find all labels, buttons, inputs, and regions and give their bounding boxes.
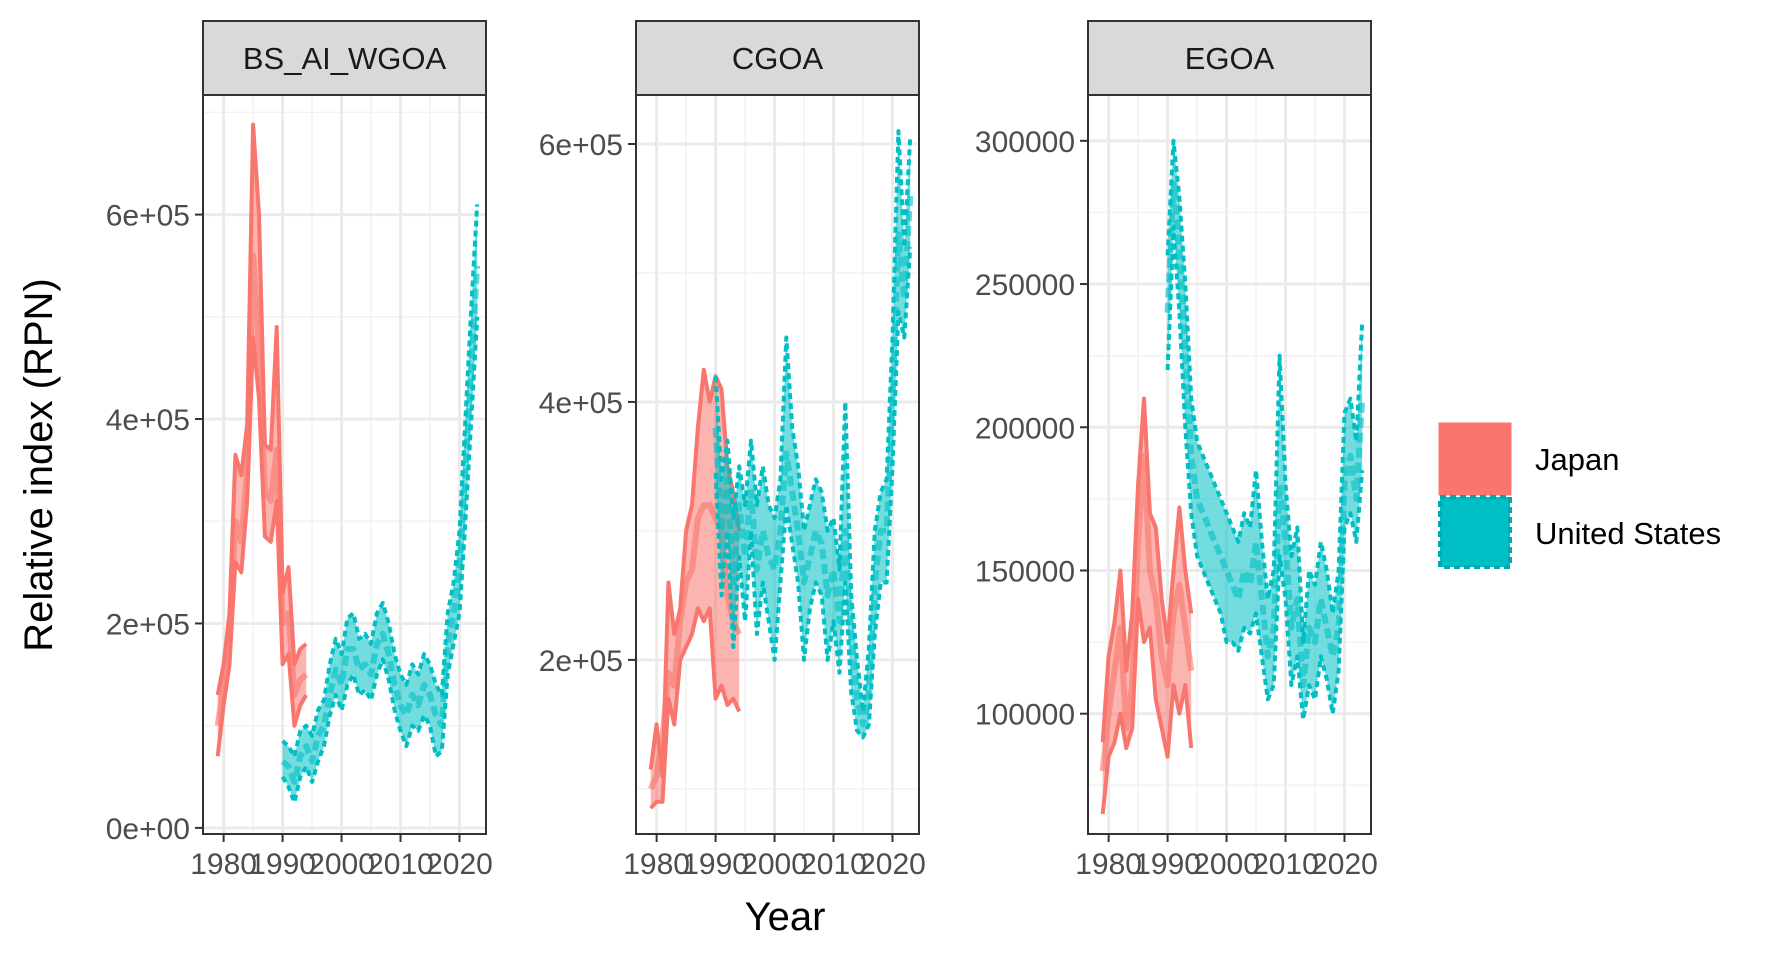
y-tick-label: 2e+05 [539, 645, 623, 678]
x-tick-label: 2010 [800, 848, 867, 881]
x-tick-label: 1990 [1134, 848, 1201, 881]
y-tick-label: 4e+05 [106, 404, 190, 437]
panel-background [636, 95, 919, 834]
lower-bound-line-japan [1100, 597, 1194, 815]
legend: Japan United States [1438, 422, 1721, 569]
x-tick-label: 1990 [682, 848, 749, 881]
upper-bound-line-united-states [1165, 138, 1365, 645]
y-tick-label: 150000 [975, 555, 1075, 588]
y-tick-label: 4e+05 [539, 387, 623, 420]
x-tick-label: 1980 [190, 848, 257, 881]
x-tick-label: 2020 [426, 848, 493, 881]
x-axis-title: Year [745, 895, 826, 939]
legend-item-united-states: United States [1438, 495, 1721, 569]
y-tick-label: 6e+05 [539, 129, 623, 162]
lower-bound-line-japan [649, 606, 742, 810]
panel-strip-label: BS_AI_WGOA [243, 41, 447, 76]
legend-label-japan: Japan [1535, 442, 1619, 477]
x-tick-label: 2010 [1252, 848, 1319, 881]
x-tick-label: 2000 [308, 848, 375, 881]
upper-bound-line-united-states [713, 129, 913, 714]
x-tick-label: 2010 [367, 848, 434, 881]
y-tick-label: 0e+00 [106, 813, 190, 846]
x-tick-label: 1990 [249, 848, 316, 881]
y-tick-label: 2e+05 [106, 608, 190, 641]
lower-bound-line-japan [215, 335, 308, 757]
panel-strip-label: CGOA [732, 41, 824, 76]
y-tick-label: 250000 [975, 269, 1075, 302]
legend-key-japan [1438, 422, 1512, 496]
legend-label-united-states: United States [1535, 516, 1721, 551]
y-tick-label: 300000 [975, 126, 1075, 159]
legend-key-united-states [1438, 495, 1512, 569]
panel-strip [635, 20, 920, 96]
x-tick-label: 2000 [741, 848, 808, 881]
x-tick-label: 2000 [1193, 848, 1260, 881]
y-axis-title: Relative index (RPN) [17, 278, 61, 651]
panel-background [1088, 95, 1371, 834]
x-tick-label: 2020 [859, 848, 926, 881]
upper-bound-line-japan [1100, 396, 1194, 743]
x-tick-label: 1980 [1075, 848, 1142, 881]
panel-strip-label: EGOA [1185, 41, 1275, 76]
upper-bound-line-japan [648, 367, 742, 778]
series-line-japan [1099, 452, 1195, 772]
upper-bound-line-japan [215, 122, 308, 696]
y-tick-label: 200000 [975, 412, 1075, 445]
upper-bound-line-united-states [281, 204, 480, 759]
panels-layer: BS_AI_WGOA198019902000201020200e+002e+05… [106, 20, 1378, 881]
y-tick-label: 6e+05 [106, 200, 190, 233]
series-line-united-states [280, 265, 481, 785]
series-line-united-states [1164, 180, 1366, 689]
panel-strip [202, 20, 487, 96]
legend-item-japan: Japan [1438, 422, 1619, 496]
lower-bound-line-united-states [280, 316, 480, 805]
ribbon-united-states [282, 204, 478, 803]
x-tick-label: 1980 [623, 848, 690, 881]
x-tick-label: 2020 [1311, 848, 1378, 881]
series-line-united-states [712, 195, 914, 728]
lower-bound-line-united-states [1165, 224, 1365, 722]
panel-strip [1087, 20, 1372, 96]
y-tick-label: 100000 [975, 699, 1075, 732]
ribbon-united-states [1167, 140, 1363, 720]
lower-bound-line-united-states [713, 247, 913, 740]
